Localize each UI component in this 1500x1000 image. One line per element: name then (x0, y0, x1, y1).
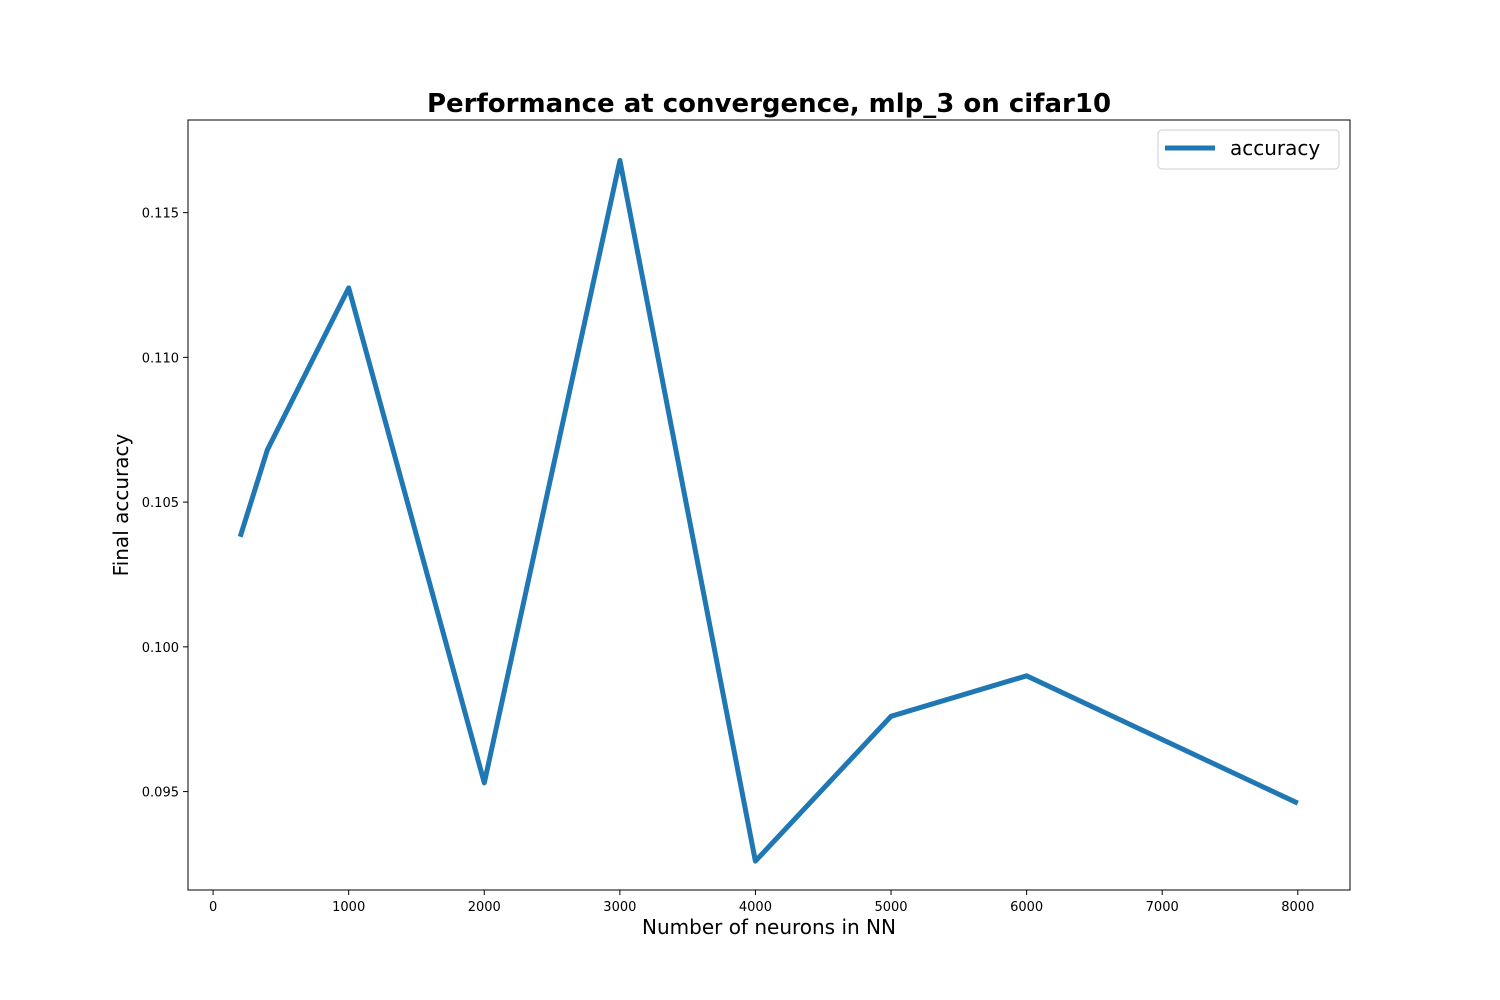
legend-box (1157, 129, 1340, 170)
series-line-accuracy (237, 158, 1299, 864)
series-layer (237, 158, 1299, 864)
x-tick-label: 0 (209, 900, 217, 915)
x-tick-label: 6000 (1010, 900, 1043, 915)
x-axis: 0 1000 2000 3000 4000 5000 6000 7000 8000 (209, 890, 1314, 915)
x-tick-label: 5000 (874, 900, 907, 915)
y-axis: 0.095 0.100 0.105 0.110 0.115 (142, 207, 188, 801)
chart-title: Performance at convergence, mlp_3 on cif… (427, 89, 1111, 119)
x-tick-label: 7000 (1146, 900, 1179, 915)
y-tick-label: 0.105 (142, 496, 179, 511)
x-tick-label: 4000 (739, 900, 772, 915)
x-tick-label: 3000 (603, 900, 636, 915)
y-tick-label: 0.110 (142, 351, 179, 366)
legend-label-accuracy: accuracy (1230, 136, 1320, 160)
plot-frame (187, 119, 1351, 891)
x-tick-label: 2000 (468, 900, 501, 915)
legend: accuracy (1157, 129, 1340, 170)
x-axis-title: Number of neurons in NN (642, 915, 896, 939)
x-tick-label: 8000 (1281, 900, 1314, 915)
y-tick-label: 0.100 (142, 641, 179, 656)
y-tick-label: 0.115 (142, 207, 179, 222)
y-axis-title: Final accuracy (109, 433, 133, 576)
x-tick-label: 1000 (332, 900, 365, 915)
y-tick-label: 0.095 (142, 786, 179, 801)
